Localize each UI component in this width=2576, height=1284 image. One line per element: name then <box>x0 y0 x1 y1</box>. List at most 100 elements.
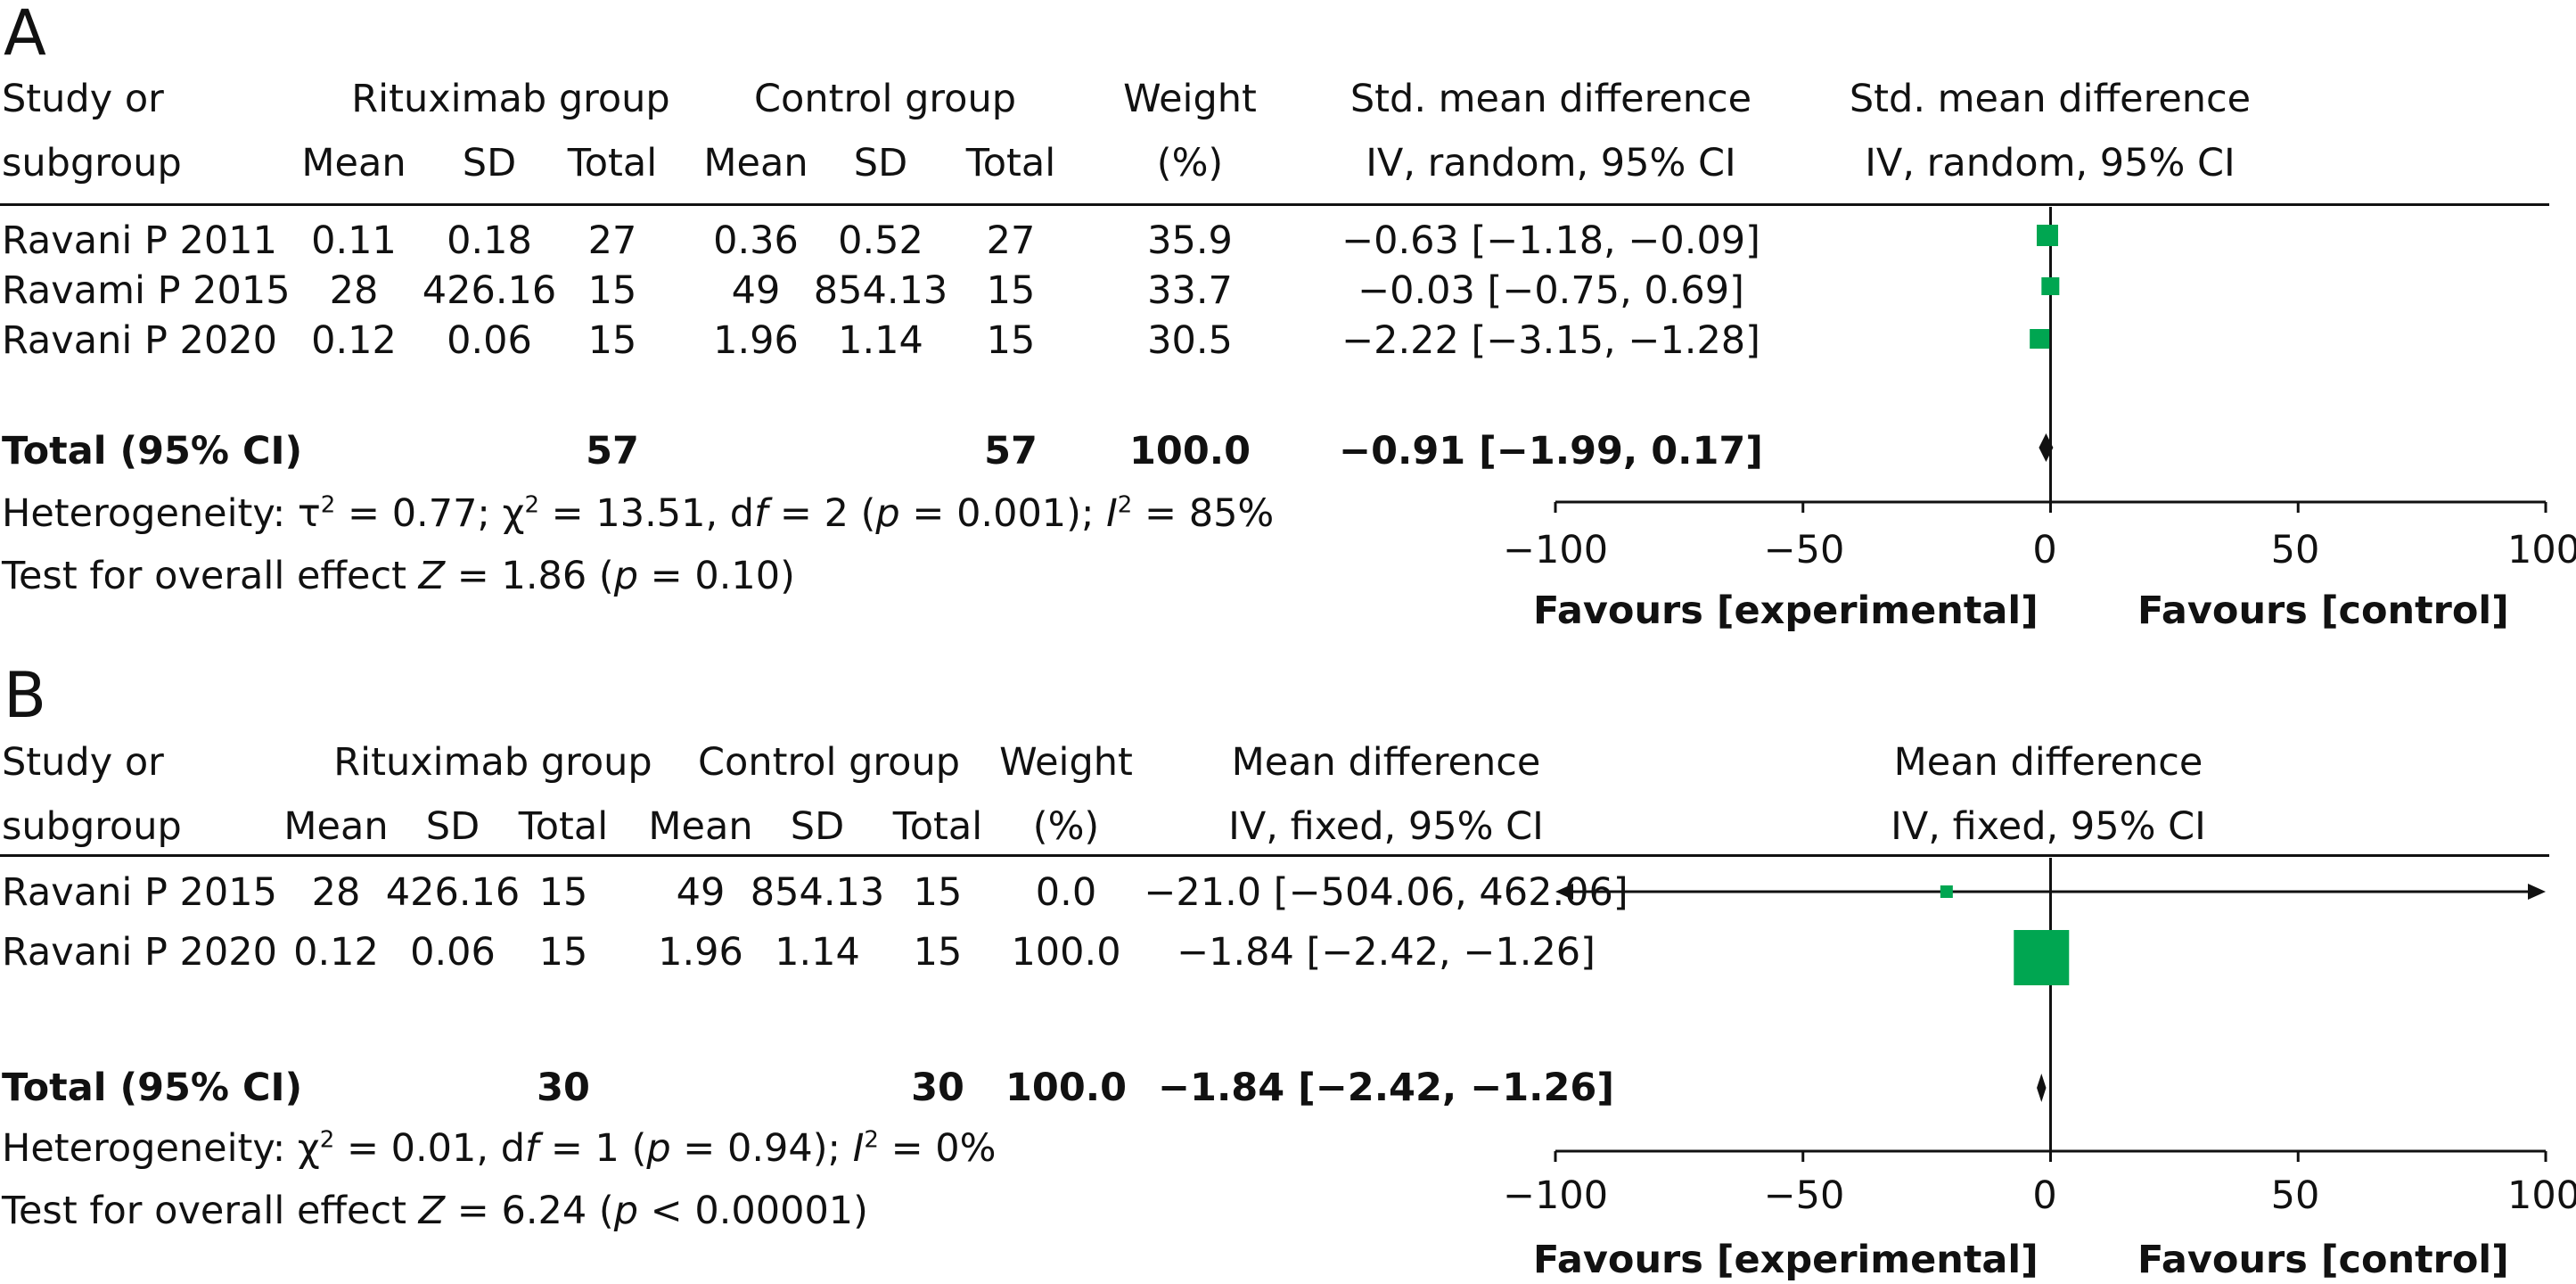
header-mean1-b: Mean <box>283 804 389 849</box>
heterogeneity-text: Heterogeneity: χ2 = 0.01, df = 1 (p = 0.… <box>2 1126 997 1171</box>
study-name: Ravami P 2015 <box>2 268 291 313</box>
header-weight-a-2: (%) <box>1156 141 1224 185</box>
header-plot-b-1: Mean difference <box>1893 740 2203 785</box>
total-n1: 30 <box>537 1066 590 1110</box>
header-sd1-b: SD <box>425 804 480 849</box>
favours-left-label: Favours [experimental] <box>1533 588 2039 633</box>
mean2-cell: 1.96 <box>658 930 743 975</box>
axis-tick-label: −50 <box>1763 528 1845 572</box>
header-total1-a: Total <box>567 141 658 185</box>
mean1-cell: 0.12 <box>293 930 379 975</box>
header-rule-a <box>0 203 2549 206</box>
total2-cell: 15 <box>913 870 963 915</box>
study-name: Ravani P 2011 <box>2 218 277 263</box>
axis-tick-label: 50 <box>2270 528 2320 572</box>
mean2-cell: 1.96 <box>713 318 799 363</box>
header-study-b-2: subgroup <box>2 804 182 849</box>
header-mean2-a: Mean <box>703 141 808 185</box>
ci-cell: −0.63 [−1.18, −0.09] <box>1341 218 1760 263</box>
pooled-effect-diamond <box>2037 1074 2047 1102</box>
favours-right-label: Favours [control] <box>2137 588 2509 633</box>
header-mean2-b: Mean <box>648 804 753 849</box>
axis-tick-label: −100 <box>1502 528 1609 572</box>
total-weight: 100.0 <box>1005 1066 1128 1110</box>
ci-cell: −1.84 [−2.42, −1.26] <box>1177 930 1596 975</box>
header-sd1-a: SD <box>462 141 517 185</box>
total2-cell: 15 <box>913 930 963 975</box>
header-total2-b: Total <box>892 804 983 849</box>
heterogeneity-text: Heterogeneity: τ2 = 0.77; χ2 = 13.51, df… <box>2 491 1275 536</box>
header-total1-b: Total <box>518 804 609 849</box>
total2-cell: 27 <box>986 218 1036 263</box>
header-plot-a-2: IV, random, 95% CI <box>1865 141 2236 185</box>
header-study-a-1: Study or <box>2 77 164 121</box>
mean1-cell: 28 <box>311 870 361 915</box>
mean1-cell: 0.12 <box>311 318 397 363</box>
sd1-cell: 0.06 <box>447 318 532 363</box>
header-study-b-1: Study or <box>2 740 164 785</box>
header-total2-a: Total <box>965 141 1056 185</box>
overall-effect-text: Test for overall effect Z = 1.86 (p = 0.… <box>2 554 795 598</box>
header-effect-a-2: IV, random, 95% CI <box>1366 141 1736 185</box>
total1-cell: 15 <box>587 318 637 363</box>
axis-tick-label: 100 <box>2506 1173 2576 1218</box>
total-ci: −1.84 [−2.42, −1.26] <box>1158 1066 1614 1110</box>
pooled-effect-diamond <box>2039 433 2054 462</box>
total-ci: −0.91 [−1.99, 0.17] <box>1339 429 1763 473</box>
weight-cell: 100.0 <box>1011 930 1121 975</box>
header-group2-b: Control group <box>698 740 960 785</box>
header-sd2-a: SD <box>853 141 908 185</box>
weight-cell: 33.7 <box>1147 268 1233 313</box>
sd2-cell: 854.13 <box>813 268 948 313</box>
axis-tick-label: 50 <box>2270 1173 2320 1218</box>
total1-cell: 15 <box>587 268 637 313</box>
mean2-cell: 49 <box>676 870 726 915</box>
study-effect-marker <box>2030 329 2050 349</box>
sd1-cell: 426.16 <box>422 268 557 313</box>
sd1-cell: 426.16 <box>385 870 521 915</box>
sd1-cell: 0.06 <box>410 930 496 975</box>
total2-cell: 15 <box>986 268 1036 313</box>
sd2-cell: 0.52 <box>838 218 923 263</box>
header-group2-a: Control group <box>754 77 1016 121</box>
study-effect-marker <box>1940 885 1953 898</box>
study-name: Ravani P 2020 <box>2 930 277 975</box>
ci-cell: −21.0 [−504.06, 462.06] <box>1144 870 1628 915</box>
panel-label-a: A <box>4 0 46 70</box>
header-weight-a-1: Weight <box>1123 77 1257 121</box>
study-effect-marker <box>2014 930 2070 985</box>
axis-tick-label: 0 <box>2032 528 2057 572</box>
study-effect-marker <box>2041 277 2060 295</box>
axis-tick-label: 100 <box>2506 528 2576 572</box>
ci-cell: −0.03 [−0.75, 0.69] <box>1358 268 1744 313</box>
ci-cell: −2.22 [−3.15, −1.28] <box>1341 318 1760 363</box>
sd1-cell: 0.18 <box>447 218 532 263</box>
total-n2: 57 <box>984 429 1038 473</box>
overall-effect-text: Test for overall effect Z = 6.24 (p < 0.… <box>2 1189 868 1233</box>
weight-cell: 0.0 <box>1035 870 1097 915</box>
study-name: Ravani P 2015 <box>2 870 277 915</box>
header-study-a-2: subgroup <box>2 141 182 185</box>
header-effect-b-2: IV, fixed, 95% CI <box>1228 804 1544 849</box>
header-rule-b <box>0 854 2549 857</box>
mean2-cell: 0.36 <box>713 218 799 263</box>
header-effect-b-1: Mean difference <box>1231 740 1541 785</box>
ci-arrow-right <box>2528 884 2546 900</box>
total-label: Total (95% CI) <box>2 429 303 473</box>
axis-tick-label: −100 <box>1502 1173 1609 1218</box>
weight-cell: 30.5 <box>1147 318 1233 363</box>
total2-cell: 15 <box>986 318 1036 363</box>
axis-tick-label: 0 <box>2032 1173 2057 1218</box>
header-sd2-b: SD <box>790 804 845 849</box>
total-label: Total (95% CI) <box>2 1066 303 1110</box>
sd2-cell: 1.14 <box>775 930 860 975</box>
weight-cell: 35.9 <box>1147 218 1233 263</box>
total1-cell: 27 <box>587 218 637 263</box>
axis-tick-label: −50 <box>1763 1173 1845 1218</box>
header-group1-a: Rituximab group <box>351 77 670 121</box>
study-effect-marker <box>2037 225 2059 246</box>
panel-label-b: B <box>4 659 47 732</box>
total-weight: 100.0 <box>1128 429 1251 473</box>
